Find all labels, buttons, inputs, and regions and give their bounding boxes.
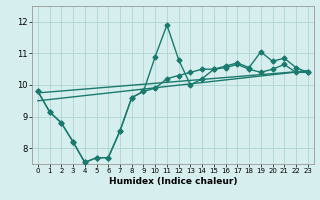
X-axis label: Humidex (Indice chaleur): Humidex (Indice chaleur) <box>108 177 237 186</box>
